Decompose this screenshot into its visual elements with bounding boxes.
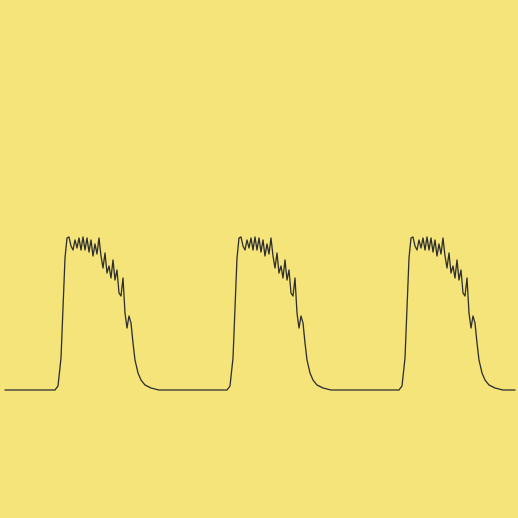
line: [4, 236, 516, 391]
